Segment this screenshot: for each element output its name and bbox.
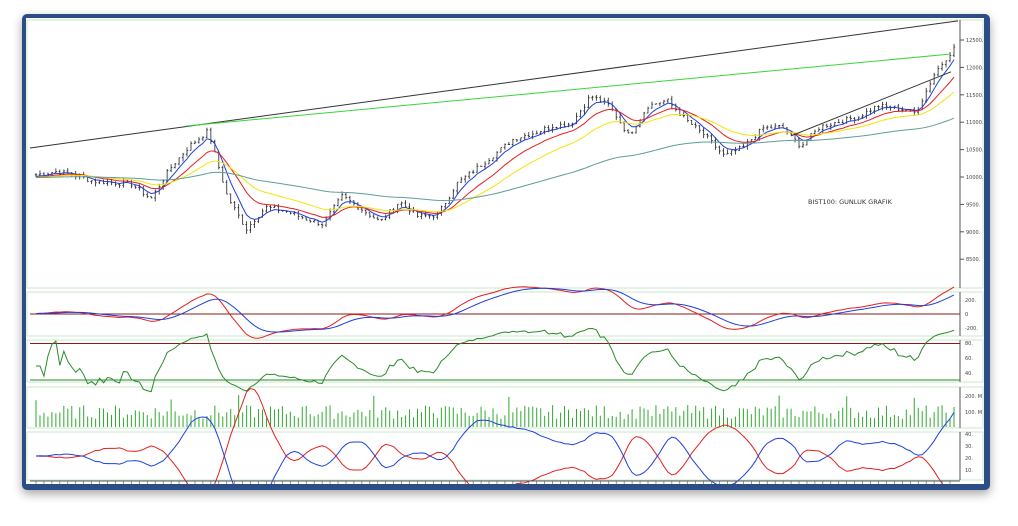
dmi-tick-label: 10. [965,468,973,474]
trendline-1 [185,53,952,127]
panel-border-4 [26,431,984,481]
y-tick-label: 10000. [966,175,984,181]
moving-average-13 [35,76,955,218]
dmi-tick-label: 30. [965,444,973,450]
y-tick-label: 9500. [966,202,981,208]
minus-di-line [35,387,944,484]
macd-tick-label: -200. [965,326,978,332]
y-tick-label: 8500. [966,257,981,263]
volume-tick-label: 200. M [965,394,982,400]
y-tick-label: 11000. [966,120,984,126]
macd-line [35,286,955,339]
y-tick-label: 12500. [966,38,984,44]
macd-signal-line [35,287,955,333]
rsi-line [36,328,955,393]
macd-tick-label: 200. [965,298,977,304]
y-tick-label: 10500. [966,148,984,154]
panel-border-2 [26,339,984,383]
trendline-0 [29,20,959,149]
dmi-tick-label: 20. [965,456,973,462]
rsi-tick-label: 60. [965,356,973,362]
rsi-tick-label: 80. [965,341,973,347]
moving-average-90 [35,117,955,202]
chart-annotation: BIST100: GUNLUK GRAFIK [808,198,893,206]
volume-tick-label: 100. M [965,410,982,416]
panel-border-0 [26,19,984,289]
y-tick-label: 12000. [966,65,984,71]
moving-average-5 [35,59,955,223]
stock-chart[interactable]: 12500. 12000. 11500. 11000. 10500. 10000. 9500… [26,18,984,484]
chart-area: 12500. 12000. 11500. 11000. 10500. 10000. 9500… [26,18,984,484]
rsi-tick-label: 40. [965,371,973,377]
y-tick-label: 9000. [966,230,981,236]
moving-average-26 [35,91,955,213]
window-frame: 12500. 12000. 11500. 11000. 10500. 10000. 9500… [22,14,990,490]
panel-border-3 [26,386,984,429]
macd-tick-label: 0 [965,312,968,318]
plus-di-line [35,412,955,484]
dmi-tick-label: 40. [965,432,973,438]
y-tick-label: 11500. [966,93,984,99]
trendline-2 [790,71,952,137]
panel-border-1 [26,291,984,337]
